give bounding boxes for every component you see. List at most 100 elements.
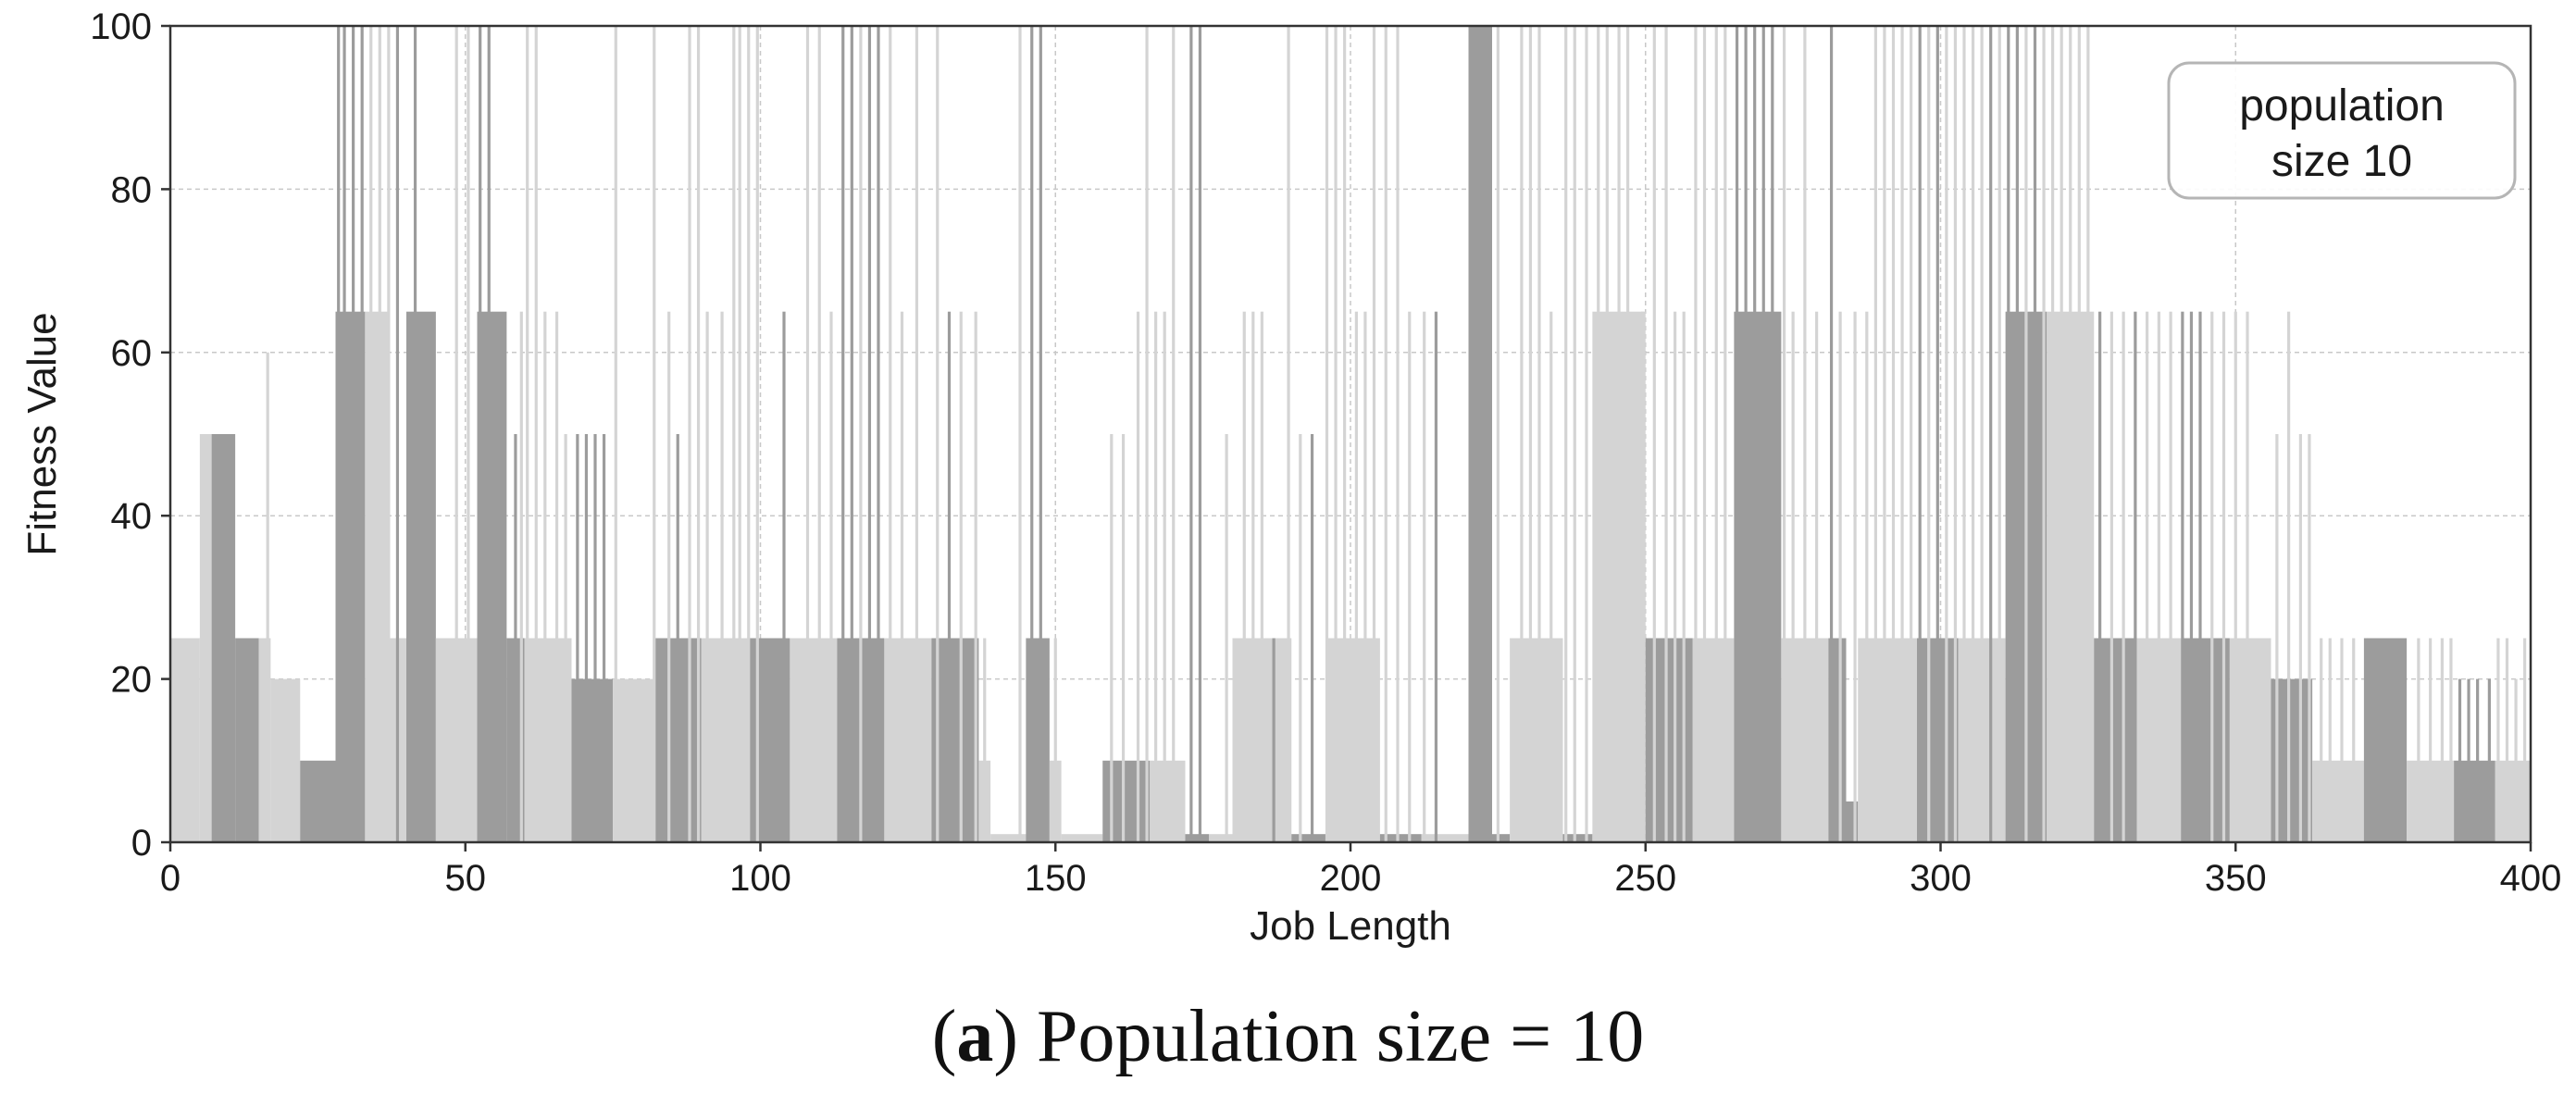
- bar-spike: [614, 26, 617, 842]
- bar-spike: [413, 26, 417, 842]
- bar-spike: [1674, 311, 1677, 842]
- bar-spike: [360, 26, 364, 842]
- bar-spike: [428, 434, 432, 842]
- bar-spike: [915, 26, 919, 842]
- bar-spike: [1573, 26, 1576, 842]
- bar-spike: [1145, 26, 1149, 842]
- bar-spike: [1900, 26, 1904, 842]
- bar-spike: [1597, 26, 1600, 842]
- legend-text-line-2: size 10: [2271, 137, 2412, 186]
- bar-spike: [805, 26, 810, 842]
- bar-spike: [738, 26, 741, 842]
- bar-spike: [705, 311, 709, 842]
- bar-spike: [1791, 311, 1795, 842]
- bar-spike: [1782, 26, 1786, 842]
- bar-spike: [2429, 638, 2433, 842]
- bar-spike: [1771, 26, 1774, 842]
- y-axis-title: Fitness Value: [19, 312, 65, 555]
- y-tick-label: 40: [111, 496, 153, 537]
- bar-spike: [782, 311, 786, 842]
- bar-spike: [2033, 26, 2037, 842]
- bar-spike: [2352, 638, 2356, 842]
- caption-letter: a: [956, 996, 994, 1077]
- bar-spike: [1287, 26, 1290, 842]
- bar-block: [300, 760, 336, 842]
- bar-spike: [720, 311, 724, 842]
- bar-spike: [1815, 311, 1819, 842]
- bar-spike: [653, 26, 656, 842]
- bar-spike: [2181, 311, 2184, 842]
- y-tick-label: 100: [90, 6, 152, 47]
- bar-spike: [2042, 26, 2046, 842]
- bar-block: [1492, 834, 1511, 842]
- bar-spike: [479, 26, 482, 842]
- bar-spike: [1242, 311, 1246, 842]
- x-tick-label: 200: [1320, 858, 1382, 899]
- bar-spike: [2458, 678, 2462, 842]
- bar-spike: [1853, 311, 1857, 842]
- bar-spike: [378, 26, 381, 842]
- bar-spike: [1829, 26, 1834, 842]
- bar-spike: [2134, 311, 2137, 842]
- bar-spike: [2086, 26, 2090, 842]
- bar-block: [613, 678, 654, 842]
- bar-spike: [1496, 26, 1500, 842]
- bar-spike: [186, 638, 190, 842]
- bar-spike: [1918, 26, 1922, 842]
- x-tick-label: 300: [1910, 858, 1972, 899]
- bar-block: [2365, 638, 2408, 842]
- bar-spike: [1883, 26, 1886, 842]
- bar-spike: [850, 26, 853, 842]
- bar-spike: [1039, 26, 1042, 842]
- bar-spike: [1664, 26, 1668, 842]
- bar-block: [170, 638, 200, 842]
- bar-spike: [2015, 26, 2019, 842]
- bar-spike: [1838, 311, 1842, 842]
- bar-spike: [1753, 26, 1757, 842]
- bar-spike: [2514, 678, 2518, 842]
- bar-spike: [342, 26, 346, 842]
- bar-spike: [1372, 26, 1376, 842]
- bar-spike: [602, 434, 606, 842]
- bar-block: [1185, 834, 1209, 842]
- bar-spike: [877, 26, 880, 842]
- bar-spike: [437, 638, 441, 842]
- x-tick-label: 350: [2205, 858, 2267, 899]
- bar-spike: [1935, 26, 1939, 842]
- legend-text-line-1: population: [2239, 81, 2445, 131]
- bar-spike: [1564, 26, 1568, 842]
- bar-spike: [747, 26, 751, 842]
- bar-spike: [1299, 434, 1302, 842]
- bar-spike: [2328, 638, 2332, 842]
- bar-block: [477, 311, 507, 842]
- bar-block: [1026, 638, 1050, 842]
- bar-spike: [2449, 638, 2453, 842]
- bar-spike: [732, 26, 736, 842]
- x-tick-label: 400: [2500, 858, 2562, 899]
- bar-spike: [1962, 26, 1966, 842]
- bar-spike: [676, 434, 679, 842]
- bar-spike: [1971, 26, 1975, 842]
- bar-spike: [369, 26, 373, 842]
- x-tick-label: 150: [1025, 858, 1087, 899]
- bar-spike: [1354, 311, 1358, 842]
- bar-block: [1645, 638, 1693, 842]
- bar-block: [1379, 834, 1422, 842]
- bar-block: [1734, 311, 1782, 842]
- bar-spike: [2109, 311, 2113, 842]
- bar-spike: [1927, 26, 1931, 842]
- bar-spike: [867, 26, 872, 842]
- bar-spike: [1549, 311, 1553, 842]
- x-tick-label: 50: [445, 858, 487, 899]
- bar-spike: [859, 26, 863, 842]
- bar-spike: [2122, 311, 2125, 842]
- bar-spike: [900, 311, 904, 842]
- caption-text: Population size = 10: [1037, 996, 1645, 1077]
- bar-spike: [593, 434, 597, 842]
- bar-block: [270, 678, 301, 842]
- bar-spike: [667, 311, 671, 842]
- bar-block: [790, 638, 838, 842]
- bar-spike: [1626, 26, 1630, 842]
- bar-spike: [974, 311, 977, 842]
- bar-block: [235, 638, 259, 842]
